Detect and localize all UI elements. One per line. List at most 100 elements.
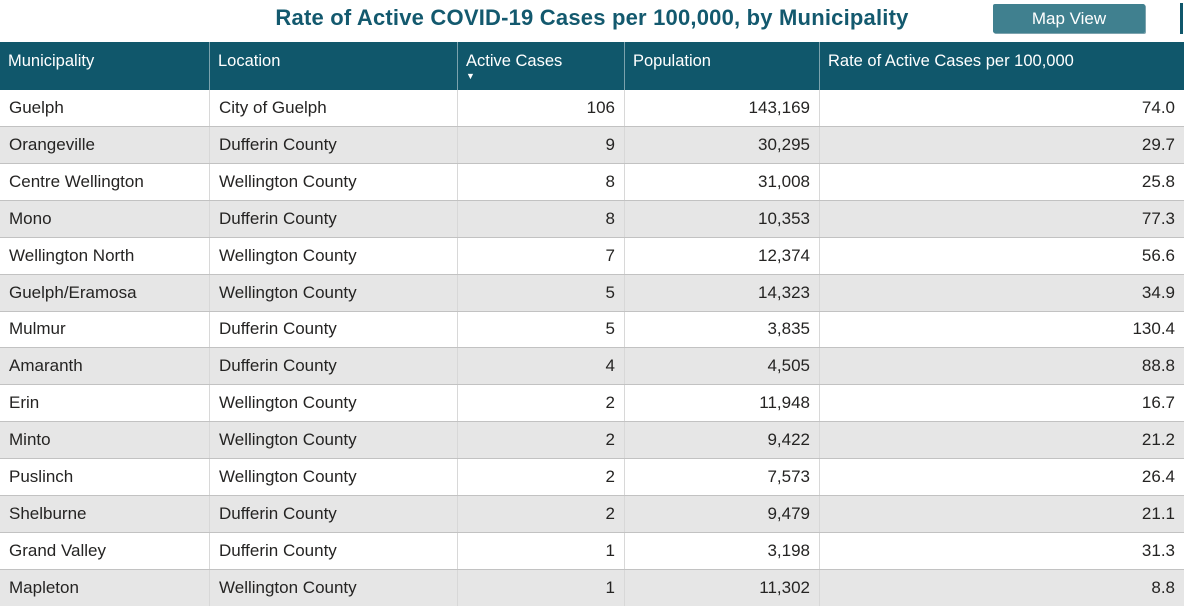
cell-municipality: Orangeville xyxy=(0,126,210,163)
cell-municipality: Grand Valley xyxy=(0,533,210,569)
cell-active-cases: 2 xyxy=(458,459,625,496)
table-row-orangeville[interactable]: Orangeville Dufferin County 9 30,295 29.7 xyxy=(0,125,1184,163)
table-row-mono[interactable]: Mono Dufferin County 8 10,353 77.3 xyxy=(0,199,1184,237)
cell-population: 11,948 xyxy=(625,385,820,422)
cell-rate: 130.4 xyxy=(1132,319,1175,339)
map-view-button[interactable]: Map View xyxy=(993,4,1145,33)
cell-location: Wellington County xyxy=(210,569,458,606)
cell-population: 14,323 xyxy=(625,274,820,311)
cell-municipality: Centre Wellington xyxy=(0,163,210,200)
cell-active-cases: 106 xyxy=(458,90,625,126)
table-row-centre-wellington[interactable]: Centre Wellington Wellington County 8 31,00… xyxy=(0,162,1184,200)
cell-rate: 21.1 xyxy=(1141,504,1175,524)
cell-location: City of Guelph xyxy=(210,90,458,126)
cell-rate: 29.7 xyxy=(1141,134,1175,154)
cell-municipality: Puslinch xyxy=(0,459,210,496)
table-row-wellington-north[interactable]: Wellington North Wellington County 7 12,374… xyxy=(0,236,1184,274)
right-edge-accent xyxy=(1180,3,1183,34)
cell-population: 31,008 xyxy=(625,163,820,200)
cell-location: Dufferin County xyxy=(210,348,458,385)
table-row-grand-valley[interactable]: Grand Valley Dufferin County 1 3,198 31.3 xyxy=(0,532,1184,569)
column-header-municipality[interactable]: Municipality xyxy=(0,42,210,90)
cell-active-cases: 2 xyxy=(458,385,625,422)
cell-active-cases: 8 xyxy=(458,163,625,200)
column-header-location[interactable]: Location xyxy=(210,42,458,90)
table-row-mulmur[interactable]: Mulmur Dufferin County 5 3,835 130.4 xyxy=(0,310,1184,348)
cell-active-cases: 5 xyxy=(458,311,625,348)
sort-descending-icon: ▼ xyxy=(466,71,475,81)
cell-location: Dufferin County xyxy=(210,533,458,569)
cell-location: Wellington County xyxy=(210,163,458,200)
cell-population: 9,422 xyxy=(625,422,820,459)
cell-population: 9,479 xyxy=(625,496,820,533)
cell-population: 10,353 xyxy=(625,200,820,237)
cell-active-cases: 9 xyxy=(458,126,625,163)
cell-municipality: Guelph xyxy=(0,90,210,126)
column-header-label: Municipality xyxy=(8,52,95,70)
cell-rate: 34.9 xyxy=(1141,282,1175,302)
cell-rate: 26.4 xyxy=(1141,467,1175,487)
cell-municipality: Minto xyxy=(0,422,210,459)
cell-location: Wellington County xyxy=(210,274,458,311)
cell-rate: 74.0 xyxy=(1141,97,1175,117)
cell-active-cases: 1 xyxy=(458,569,625,606)
cell-rate: 77.3 xyxy=(1141,208,1175,228)
table-header-row: Municipality Location Active Cases ▼ Populat… xyxy=(0,42,1184,90)
table-row-shelburne[interactable]: Shelburne Dufferin County 2 9,479 21.1 xyxy=(0,495,1184,533)
cell-population: 11,302 xyxy=(625,569,820,606)
cell-rate: 16.7 xyxy=(1141,393,1175,413)
cell-population: 7,573 xyxy=(625,459,820,496)
cell-location: Dufferin County xyxy=(210,126,458,163)
cell-population: 143,169 xyxy=(625,90,820,126)
cell-population: 4,505 xyxy=(625,348,820,385)
table-row-mapleton[interactable]: Mapleton Wellington County 1 11,302 8.8 xyxy=(0,568,1184,606)
table-row-guelph-eramosa[interactable]: Guelph/Eramosa Wellington County 5 14,323 34… xyxy=(0,273,1184,311)
cell-municipality: Mono xyxy=(0,200,210,237)
cell-population: 30,295 xyxy=(625,126,820,163)
column-header-population[interactable]: Population xyxy=(625,42,820,90)
table-row-minto[interactable]: Minto Wellington County 2 9,422 21.2 xyxy=(0,421,1184,459)
title-bar: Rate of Active COVID-19 Cases per 100,00… xyxy=(0,0,1184,42)
column-header-label: Population xyxy=(633,52,711,70)
cell-location: Wellington County xyxy=(210,459,458,496)
cell-population: 3,198 xyxy=(625,533,820,569)
table-body: Guelph City of Guelph 106 143,169 74.0 Orange… xyxy=(0,90,1184,606)
cell-municipality: Mulmur xyxy=(0,311,210,348)
cell-location: Dufferin County xyxy=(210,200,458,237)
cell-municipality: Wellington North xyxy=(0,237,210,274)
cell-location: Dufferin County xyxy=(210,496,458,533)
cell-active-cases: 4 xyxy=(458,348,625,385)
cell-population: 3,835 xyxy=(625,311,820,348)
cell-rate: 56.6 xyxy=(1141,245,1175,265)
cell-municipality: Guelph/Eramosa xyxy=(0,274,210,311)
column-header-label: Location xyxy=(218,52,281,70)
cell-active-cases: 2 xyxy=(458,496,625,533)
table-row-puslinch[interactable]: Puslinch Wellington County 2 7,573 26.4 xyxy=(0,458,1184,496)
table-row-erin[interactable]: Erin Wellington County 2 11,948 16.7 xyxy=(0,384,1184,422)
column-header-label: Rate of Active Cases per 100,000 xyxy=(828,52,1074,70)
cell-rate: 31.3 xyxy=(1141,541,1175,561)
cell-location: Wellington County xyxy=(210,385,458,422)
table-row-guelph[interactable]: Guelph City of Guelph 106 143,169 74.0 xyxy=(0,90,1184,126)
cell-active-cases: 7 xyxy=(458,237,625,274)
cell-location: Wellington County xyxy=(210,422,458,459)
cell-rate: 8.8 xyxy=(1151,577,1175,597)
column-header-label: Active Cases xyxy=(466,52,563,70)
cell-municipality: Mapleton xyxy=(0,569,210,606)
column-header-active-cases[interactable]: Active Cases ▼ xyxy=(458,42,625,90)
page-title: Rate of Active COVID-19 Cases per 100,00… xyxy=(275,5,909,30)
cell-location: Dufferin County xyxy=(210,311,458,348)
table-row-amaranth[interactable]: Amaranth Dufferin County 4 4,505 88.8 xyxy=(0,347,1184,385)
cell-population: 12,374 xyxy=(625,237,820,274)
cell-active-cases: 2 xyxy=(458,422,625,459)
cell-municipality: Shelburne xyxy=(0,496,210,533)
cell-rate: 88.8 xyxy=(1141,356,1175,376)
cell-location: Wellington County xyxy=(210,237,458,274)
covid-rate-table: Municipality Location Active Cases ▼ Populat… xyxy=(0,42,1184,606)
cell-active-cases: 8 xyxy=(458,200,625,237)
column-header-rate[interactable]: Rate of Active Cases per 100,000 xyxy=(820,42,1184,90)
cell-rate: 21.2 xyxy=(1141,430,1175,450)
cell-active-cases: 5 xyxy=(458,274,625,311)
cell-municipality: Erin xyxy=(0,385,210,422)
